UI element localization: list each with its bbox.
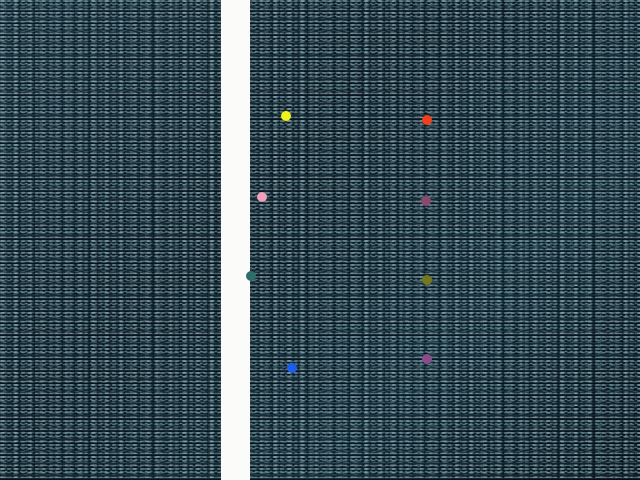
olive-dot[interactable] xyxy=(422,275,432,285)
mauve-dot[interactable] xyxy=(421,196,431,206)
red-dot[interactable] xyxy=(422,115,432,125)
pink-dot[interactable] xyxy=(257,192,267,202)
yellow-dot[interactable] xyxy=(281,111,291,121)
blue-dot[interactable] xyxy=(287,363,297,373)
purple-dot[interactable] xyxy=(422,354,432,364)
white-wall-bar xyxy=(221,0,250,480)
teal-dot[interactable] xyxy=(246,271,256,281)
